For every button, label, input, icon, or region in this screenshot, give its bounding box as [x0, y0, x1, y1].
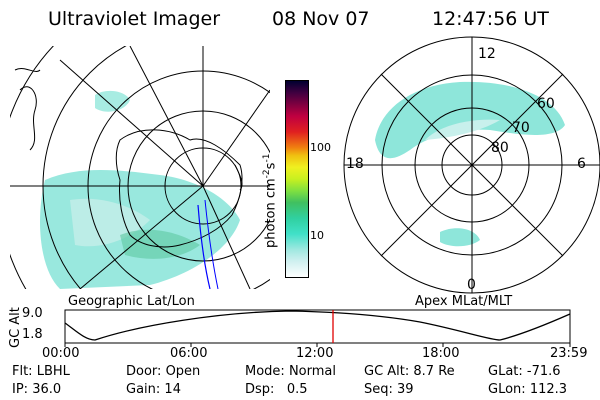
time-label: 12:47:56 UT: [432, 8, 549, 30]
status-seq: Seq: 39: [364, 382, 414, 397]
time-tick-1: 06:00: [170, 346, 208, 361]
colorbar-tick-10: 10: [310, 229, 324, 242]
time-tick-2: 12:00: [296, 346, 334, 361]
altitude-tick-max: 9.0: [22, 306, 43, 321]
mlt-label-12: 12: [478, 46, 496, 62]
colorbar: [285, 80, 309, 278]
continent-outline: [115, 129, 243, 248]
date-label: 08 Nov 07: [272, 8, 370, 30]
altitude-axis-label: GC Alt: [8, 307, 23, 348]
apex-caption: Apex MLat/MLT: [415, 294, 513, 309]
app-title: Ultraviolet Imager: [48, 8, 221, 30]
status-door: Door: Open: [126, 364, 201, 379]
altitude-tick-min: 1.8: [22, 327, 43, 342]
status-dsp: Dsp: 0.5: [245, 382, 308, 397]
altitude-curve: [64, 310, 571, 341]
mlt-label-6: 6: [577, 156, 586, 172]
mlat-label-70: 70: [512, 120, 530, 136]
aurora-patch-apex: [440, 228, 480, 247]
status-flt: Flt: LBHL: [12, 364, 70, 379]
aurora-patch-geo: [95, 90, 130, 112]
time-tick-0: 00:00: [42, 346, 80, 361]
status-gc-alt: GC Alt: 8.7 Re: [364, 364, 455, 379]
aurora-region-geo: [40, 170, 240, 289]
geographic-caption: Geographic Lat/Lon: [68, 294, 195, 309]
mlt-label-0: 0: [467, 277, 476, 293]
status-ip: IP: 36.0: [12, 382, 62, 397]
geo-map-content: [10, 46, 270, 289]
spacecraft-track: [197, 204, 211, 289]
colorbar-title: photon cm-2s-1: [262, 153, 279, 248]
time-tick-3: 18:00: [422, 346, 460, 361]
status-gain: Gain: 14: [126, 382, 181, 397]
mlat-label-60: 60: [537, 96, 555, 112]
status-glon: GLon: 112.3: [488, 382, 568, 397]
mlt-label-18: 18: [346, 156, 364, 172]
apex-polar-plot: [343, 36, 600, 294]
colorbar-tick-100: 100: [310, 141, 331, 154]
status-glat: GLat: -71.6: [488, 364, 561, 379]
status-mode: Mode: Normal: [245, 364, 336, 379]
aurora-oval-apex: [375, 81, 565, 159]
time-tick-4: 23:59: [550, 346, 588, 361]
mlat-label-80: 80: [491, 140, 509, 156]
altitude-plot: [64, 309, 571, 347]
